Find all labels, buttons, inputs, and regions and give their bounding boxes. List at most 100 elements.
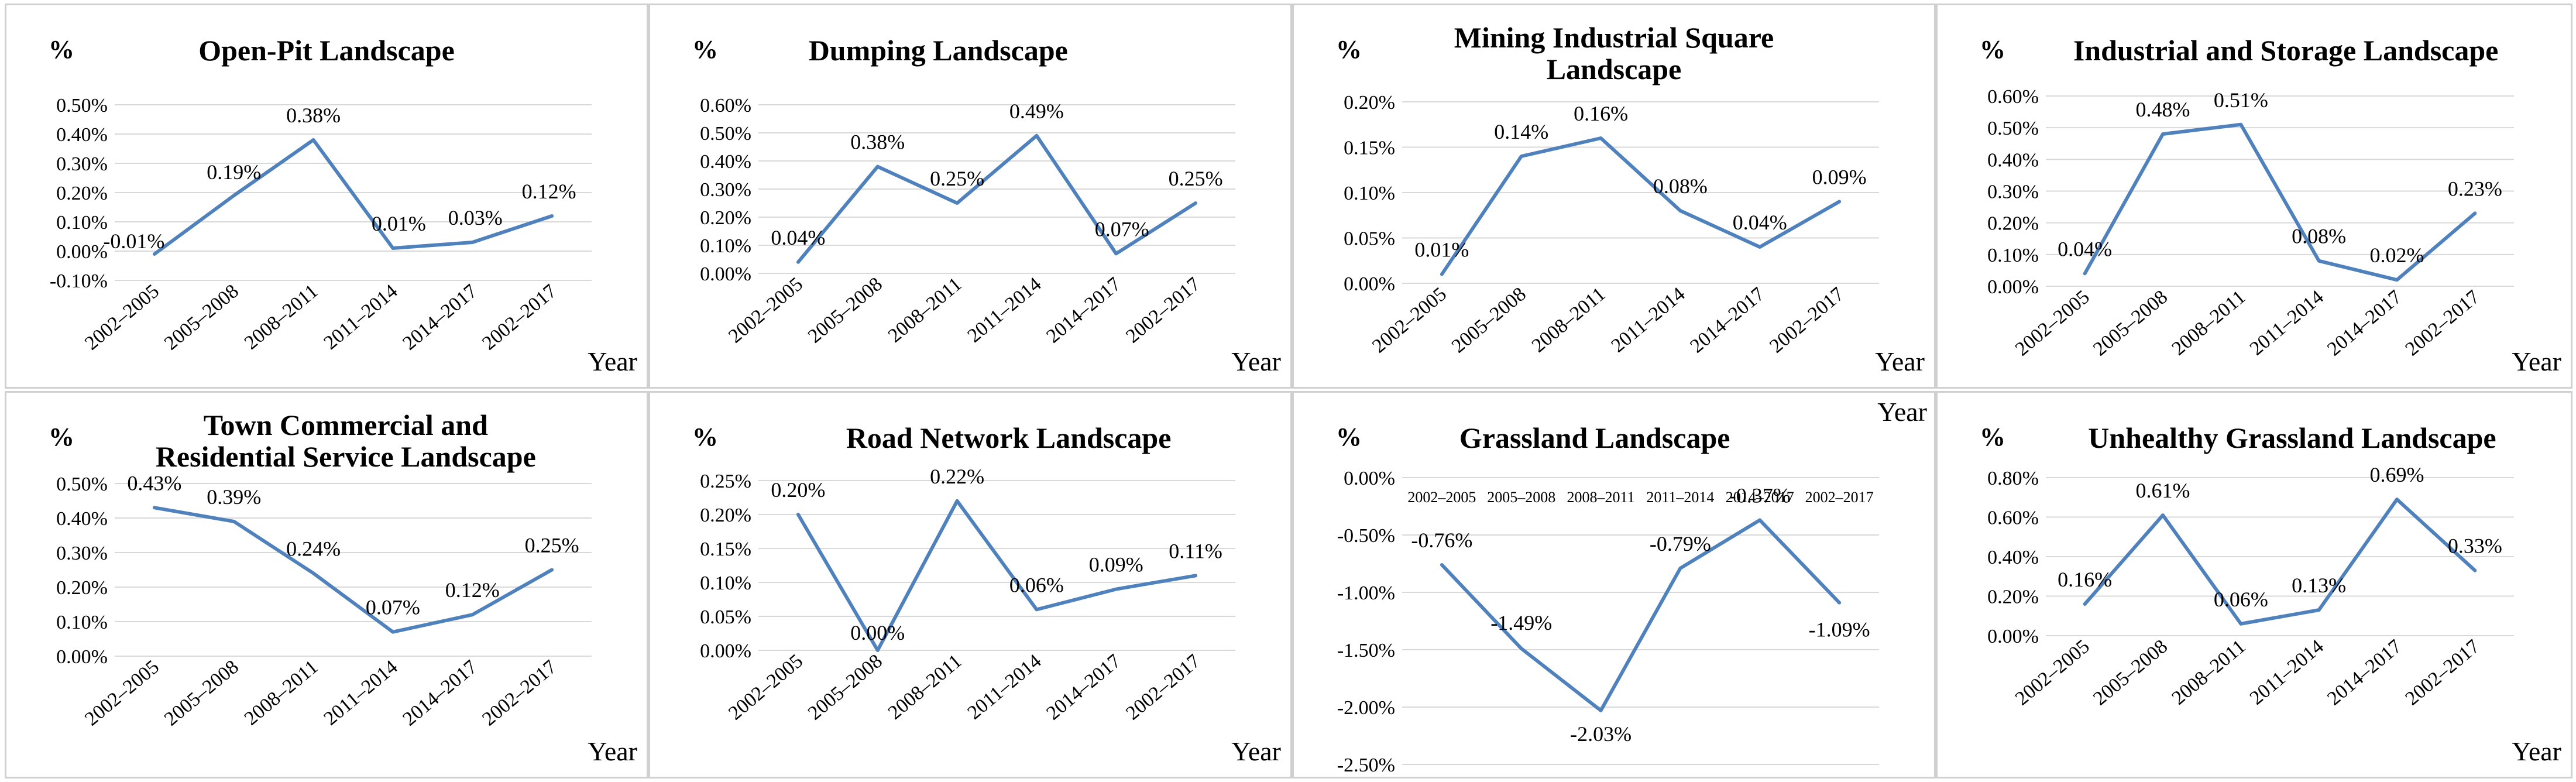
x-tick-label: 2014–2017	[1042, 273, 1125, 348]
y-tick-label: 0.60%	[1987, 86, 2039, 108]
y-tick-label: 0.00%	[700, 640, 751, 662]
y-tick-label: 0.20%	[1987, 586, 2039, 608]
data-label: -1.49%	[1490, 611, 1552, 634]
chart-title: Grassland Landscape	[1459, 421, 1730, 454]
chart-title: Industrial and Storage Landscape	[2073, 34, 2499, 67]
chart-panel-2: % Dumping Landscape 0.60% 0.50% 0.40% 0.30% 0.…	[648, 4, 1292, 389]
y-tick-label: 0.30%	[56, 543, 108, 564]
x-tick-label: 2002–2017	[1766, 283, 1848, 358]
x-tick-label: 2008–2011	[884, 273, 966, 347]
chart-title: Landscape	[1547, 53, 1682, 85]
y-tick-label: 0.10%	[700, 235, 751, 257]
data-label: 0.12%	[445, 578, 500, 602]
y-tick-label: 0.60%	[1987, 507, 2039, 529]
x-tick-label: 2005–2008	[804, 273, 887, 348]
y-tick-label: 0.20%	[1344, 92, 1395, 114]
y-tick-label: 0.00%	[700, 263, 751, 285]
data-label: 0.03%	[448, 206, 503, 229]
x-axis-label: Year	[1875, 347, 1925, 376]
x-tick-label: 2002–2005	[1407, 489, 1476, 506]
data-label: 0.38%	[850, 131, 905, 154]
x-tick-label: 2014–2017	[2323, 286, 2406, 361]
x-tick-label: 2011–2014	[1646, 489, 1714, 506]
chart-panel-3: % Mining Industrial Square Landscape 0.20% 0…	[1292, 4, 1936, 389]
x-axis-label: Year	[1877, 397, 1927, 427]
x-tick-label: 2014–2017	[1042, 650, 1125, 725]
y-tick-label: 0.30%	[56, 153, 108, 175]
y-unit-label: %	[1336, 35, 1362, 64]
y-tick-label: 0.10%	[56, 612, 108, 633]
data-label: 0.22%	[930, 465, 984, 488]
chart-panel-6: % Road Network Landscape 0.25% 0.20% 0.15% 0.…	[648, 391, 1292, 778]
x-tick-label: 2005–2008	[160, 280, 243, 355]
y-tick-label: 0.00%	[56, 241, 108, 263]
x-tick-label: 2005–2008	[2089, 286, 2172, 361]
data-label: 0.43%	[127, 471, 181, 495]
chart-svg: % Road Network Landscape 0.25% 0.20% 0.15% 0.…	[692, 421, 1281, 766]
x-tick-label: 2008–2011	[241, 280, 322, 354]
series-line	[796, 133, 1198, 264]
chart-svg: % Unhealthy Grassland Landscape 0.80% 0.60%…	[1980, 421, 2561, 766]
x-tick-label: 2014–2017	[2323, 636, 2406, 710]
x-tick-label: 2014–2017	[399, 656, 481, 730]
y-tick-label: 0.30%	[700, 179, 751, 201]
chart-title: Road Network Landscape	[846, 421, 1172, 454]
data-label: 0.12%	[522, 180, 576, 203]
y-tick-label: 0.05%	[1344, 228, 1395, 250]
chart-title: Unhealthy Grassland Landscape	[2088, 421, 2496, 454]
data-label: 0.51%	[2214, 88, 2268, 112]
data-label: -2.03%	[1570, 722, 1632, 746]
data-label: 0.25%	[930, 167, 984, 190]
y-tick-label: 0.20%	[700, 505, 751, 526]
data-label: 0.06%	[1009, 573, 1064, 596]
data-label: -0.76%	[1411, 529, 1472, 552]
y-tick-label: 0.00%	[56, 646, 108, 668]
y-tick-label: 0.20%	[700, 207, 751, 229]
y-tick-label: 0.00%	[1344, 273, 1395, 295]
y-tick-label: 0.10%	[700, 572, 751, 594]
data-label: -0.37%	[1729, 484, 1791, 507]
x-tick-label: 2011–2014	[320, 280, 402, 354]
y-tick-label: 0.00%	[1344, 468, 1395, 489]
x-tick-label: 2011–2014	[2246, 286, 2328, 360]
y-tick-label: 0.40%	[56, 508, 108, 530]
y-unit-label: %	[1980, 423, 2005, 451]
y-tick-label: -0.50%	[1337, 525, 1395, 547]
y-tick-label: 0.40%	[700, 151, 751, 173]
chart-svg: % Open-Pit Landscape 0.50% 0.40% 0.30% 0.20% 0…	[49, 34, 637, 376]
x-tick-label: 2008–2011	[1567, 489, 1635, 506]
data-label: 0.39%	[207, 485, 261, 509]
x-tick-label: 2014–2017	[1726, 489, 1794, 506]
x-tick-label: 2005–2008	[1487, 489, 1555, 506]
y-unit-label: %	[1336, 423, 1362, 451]
data-label: 0.07%	[366, 596, 420, 619]
data-label: 0.01%	[1414, 238, 1469, 262]
data-label: 0.09%	[1089, 553, 1143, 577]
y-tick-label: 0.30%	[1987, 181, 2039, 203]
data-label: 0.38%	[286, 104, 341, 127]
x-tick-label: 2005–2008	[804, 650, 887, 725]
y-unit-label: %	[692, 35, 718, 64]
y-tick-label: -2.50%	[1337, 754, 1395, 776]
y-tick-label: 0.00%	[1987, 276, 2039, 298]
x-axis-label: Year	[1231, 347, 1281, 376]
y-tick-label: 0.20%	[56, 577, 108, 599]
data-label: 0.13%	[2292, 574, 2346, 597]
chart-svg: % Grassland Landscape 0.00% -0.50% -1.00% -1.…	[1336, 397, 1927, 776]
chart-title: Open-Pit Landscape	[198, 34, 455, 67]
y-tick-label: 0.50%	[700, 123, 751, 145]
y-tick-label: -2.00%	[1337, 697, 1395, 719]
chart-title: Town Commercial and	[204, 409, 488, 441]
data-label: 0.11%	[1169, 539, 1222, 563]
x-tick-label: 2008–2011	[2168, 286, 2249, 360]
y-tick-label: -0.10%	[50, 270, 108, 292]
y-tick-label: -1.50%	[1337, 640, 1395, 661]
x-tick-label: 2008–2011	[2168, 636, 2249, 709]
data-label: 0.07%	[1095, 217, 1149, 241]
data-label: 0.24%	[286, 537, 341, 560]
series-line	[152, 506, 554, 634]
data-label: 0.08%	[1653, 174, 1708, 198]
series-line	[2083, 122, 2477, 282]
y-tick-label: 0.00%	[1987, 626, 2039, 647]
x-tick-label: 2011–2014	[320, 656, 402, 730]
